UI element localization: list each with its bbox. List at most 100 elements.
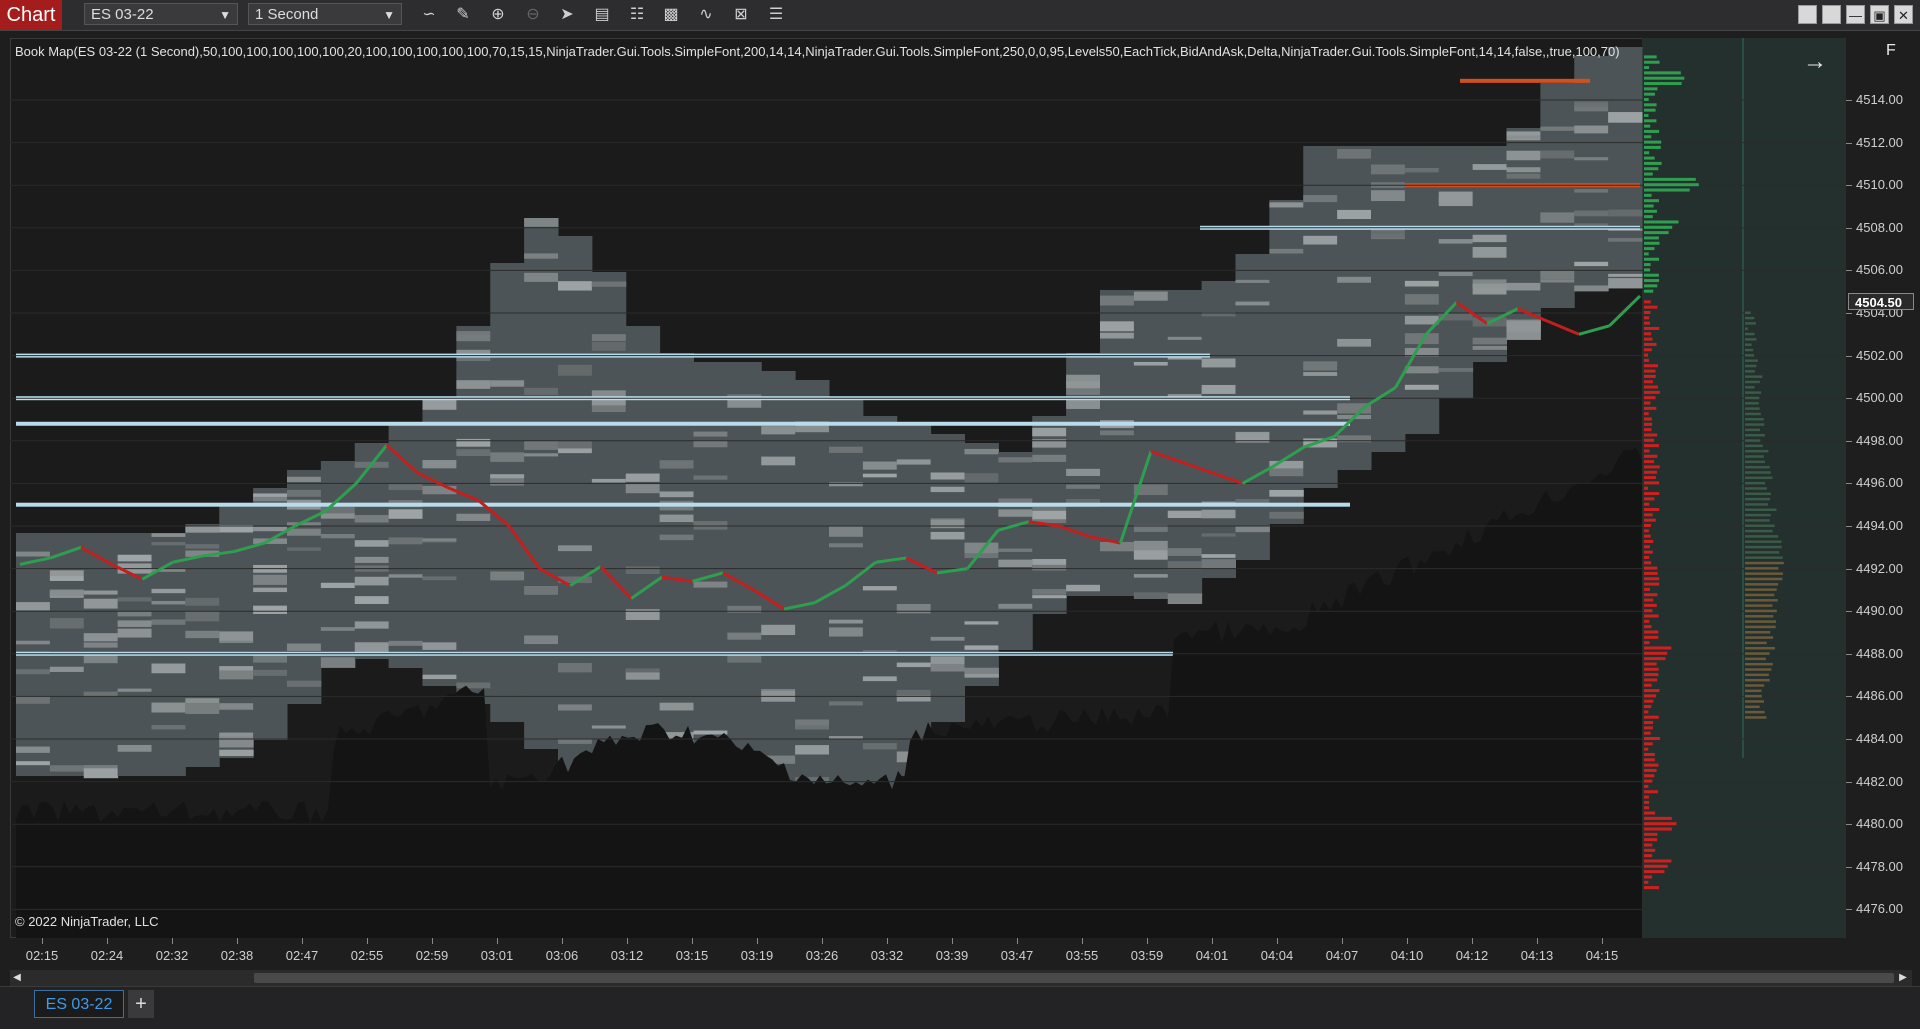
data-box-icon[interactable]: ▤ [594,6,610,23]
delta-profile-bar [1745,631,1771,634]
time-tick [822,938,823,944]
liquidity-cell [998,457,1033,463]
delta-profile-bar [1745,583,1779,586]
templates-icon[interactable]: ⊠ [734,6,748,23]
liquidity-cell [558,545,593,552]
liquidity-cell [422,674,457,680]
pointer-icon[interactable]: ➤ [560,6,574,23]
price-tick [1846,611,1852,613]
heatmap-column [1608,47,1643,281]
liquidity-cell [1506,173,1541,179]
scroll-left-icon[interactable]: ◀ [13,972,21,983]
time-label: 02:59 [415,948,449,963]
liquidity-cell [524,453,559,457]
delta-profile-bar [1745,348,1754,352]
time-label: 03:55 [1065,948,1099,963]
price-label: 4498.00 [1856,432,1903,448]
liquidity-cell [795,777,830,782]
arrow-right-icon[interactable]: → [1803,48,1827,75]
price-segment [844,561,877,587]
liquidity-cell [1100,321,1135,332]
bid-volume-bar [1644,438,1655,442]
bid-volume-bar [1644,492,1660,496]
price-tick [1846,653,1852,655]
ask-volume-bar [1644,209,1657,213]
liquidity-cell [1574,102,1609,108]
scroll-right-icon[interactable]: ▶ [1899,972,1907,983]
delta-profile-bar [1745,540,1782,543]
liquidity-cell [1066,398,1101,409]
liquidity-cell [591,281,627,287]
liquidity-cell [1201,559,1236,569]
liquidity-cell [964,673,999,678]
price-segment [294,509,327,528]
delta-profile-bar [1745,529,1773,533]
liquidity-cell [388,574,423,578]
pencil-icon[interactable]: ✎ [456,6,470,23]
bid-volume-bar [1644,577,1660,581]
indicators-icon[interactable]: ▩ [663,6,679,23]
liquidity-cell [1337,403,1372,414]
f-button[interactable]: F [1886,42,1896,59]
liquidity-cell [1574,125,1609,134]
ask-volume-bar [1644,236,1659,240]
instrument-selector[interactable]: ES 03-22 ▼ [84,3,238,25]
price-tick [1846,185,1852,187]
delta-profile-bar [1745,508,1777,512]
heatmap-column [388,425,423,668]
restore-icon[interactable] [1798,5,1817,24]
price-segment [447,486,480,502]
chevron-down-icon: ▼ [383,8,395,22]
zoom-in-icon[interactable]: ⊕ [491,6,505,23]
bid-volume-bar [1644,635,1659,639]
interval-selector[interactable]: 1 Second ▼ [248,3,402,25]
liquidity-cell [1201,554,1236,558]
price-segment [1547,320,1580,336]
delta-profile-bar [1745,599,1778,602]
bid-volume-bar [1644,449,1650,453]
bookmap-plot[interactable] [10,38,1846,938]
liquidity-cell [761,624,796,636]
liquidity-cell [1167,336,1203,340]
minimize-icon[interactable]: — [1846,5,1865,24]
bid-volume-bar [1644,332,1652,336]
tile-icon[interactable] [1822,5,1841,24]
delta-profile-bar [1745,545,1782,549]
properties-icon[interactable]: ☷ [629,6,645,23]
liquidity-cell [1574,261,1609,267]
time-label: 04:13 [1520,948,1554,963]
liquidity-cell [219,703,254,710]
bid-volume-bar [1644,875,1653,879]
price-label: 4514.00 [1856,92,1903,107]
liquidity-cell [1608,112,1643,123]
add-tab-button[interactable]: + [128,990,154,1018]
line-tool-icon[interactable]: ∽ [422,6,436,23]
liquidity-cell [1404,280,1440,287]
liquidity-cell [1337,435,1372,443]
liquidity-cell [591,725,627,729]
strategies-icon[interactable]: ∿ [699,6,713,23]
delta-profile-bar [1745,316,1755,320]
liquidity-cell [862,461,898,470]
liquidity-cell [1167,593,1203,605]
liquidity-cell [49,590,85,597]
price-axis[interactable] [1846,38,1920,938]
liquidity-cell [896,689,932,696]
liquidity-cell [1506,321,1541,333]
liquidity-cell [1506,167,1541,173]
price-label: 4482.00 [1856,773,1903,789]
ask-volume-bar [1644,71,1681,75]
tab-es-03-22[interactable]: ES 03-22 [34,990,124,1018]
liquidity-cell [1574,105,1609,112]
time-tick [1602,938,1603,944]
liquidity-cell [1438,191,1474,203]
ask-volume-bar [1644,193,1652,197]
bid-volume-bar [1644,699,1654,703]
maximize-icon[interactable]: ▣ [1870,5,1889,24]
liquidity-cell [1032,559,1067,571]
liquidity-cell [1032,439,1067,448]
scroll-thumb[interactable] [254,973,1894,983]
list-icon[interactable]: ☰ [768,6,784,23]
zoom-out-icon[interactable]: ⊖ [526,6,540,23]
close-icon[interactable]: ✕ [1894,5,1913,24]
